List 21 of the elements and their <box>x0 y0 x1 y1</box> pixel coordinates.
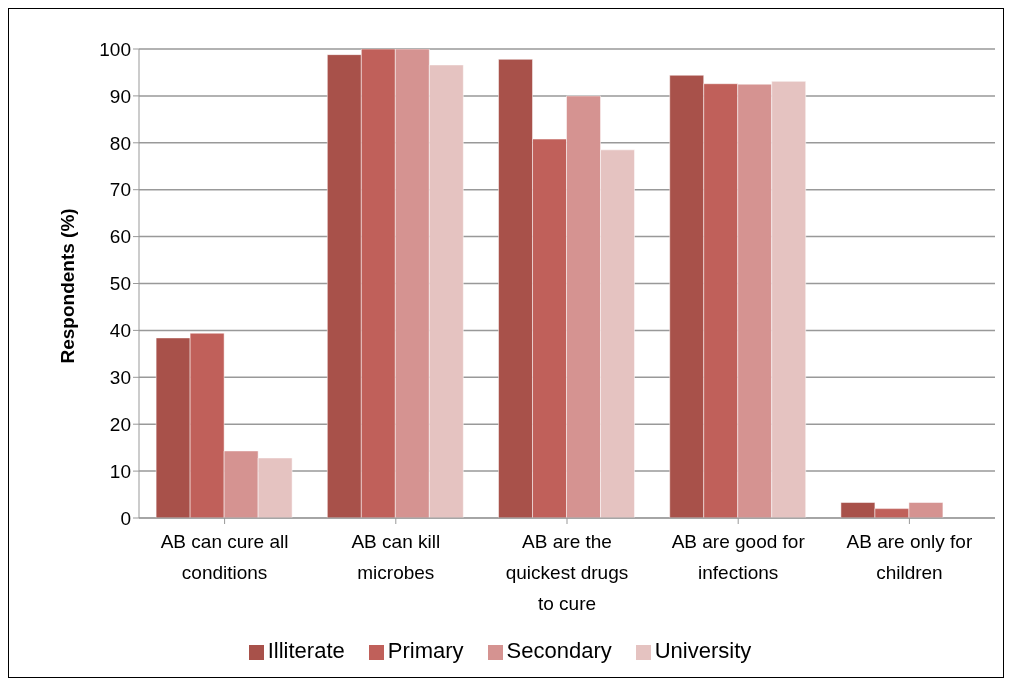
legend-label: Primary <box>387 638 464 663</box>
x-tick-label: AB are good for infections <box>671 531 806 583</box>
x-tick-label: AB are only for children <box>846 531 973 583</box>
y-tick-label: 30 <box>109 367 131 389</box>
y-tick-label: 100 <box>99 38 131 60</box>
y-tick-label: 40 <box>109 320 131 342</box>
y-tick-label: 10 <box>109 460 131 482</box>
x-tick-label: AB are the quickest drugs to cure <box>505 531 629 614</box>
legend-label: Illiterate <box>267 638 345 663</box>
x-tick-label: AB can cure all conditions <box>160 531 289 583</box>
legend-label: University <box>654 638 752 663</box>
y-tick-label: 50 <box>109 273 131 295</box>
y-tick-label: 70 <box>109 179 131 201</box>
legend-label: Secondary <box>506 638 612 663</box>
x-tick-label: AB can kill microbes <box>351 531 441 583</box>
y-tick-label: 0 <box>120 507 131 529</box>
y-tick-label: 90 <box>109 85 131 107</box>
y-axis-title: Respondents (%) <box>56 208 78 364</box>
y-tick-label: 80 <box>109 132 131 154</box>
y-tick-label: 20 <box>109 413 131 435</box>
y-tick-label: 60 <box>109 226 131 248</box>
